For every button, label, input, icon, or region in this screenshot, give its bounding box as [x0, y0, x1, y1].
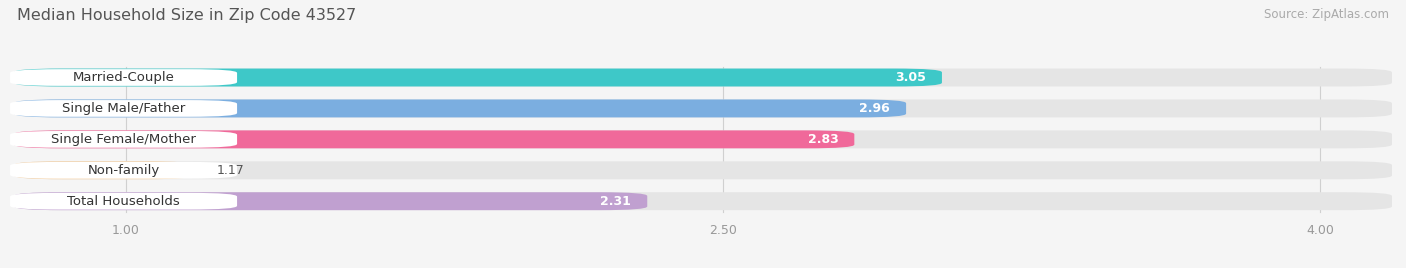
Text: 1.17: 1.17: [217, 164, 245, 177]
FancyBboxPatch shape: [10, 69, 238, 86]
FancyBboxPatch shape: [14, 131, 1392, 148]
FancyBboxPatch shape: [14, 99, 1392, 117]
Text: 2.96: 2.96: [859, 102, 890, 115]
FancyBboxPatch shape: [14, 192, 647, 210]
FancyBboxPatch shape: [10, 100, 238, 117]
Text: Total Households: Total Households: [67, 195, 180, 208]
Text: Median Household Size in Zip Code 43527: Median Household Size in Zip Code 43527: [17, 8, 356, 23]
FancyBboxPatch shape: [14, 69, 1392, 87]
FancyBboxPatch shape: [10, 193, 238, 210]
Text: Source: ZipAtlas.com: Source: ZipAtlas.com: [1264, 8, 1389, 21]
Text: 3.05: 3.05: [896, 71, 927, 84]
FancyBboxPatch shape: [14, 161, 193, 179]
Text: 2.83: 2.83: [807, 133, 838, 146]
Text: 2.31: 2.31: [600, 195, 631, 208]
FancyBboxPatch shape: [14, 192, 1392, 210]
FancyBboxPatch shape: [14, 161, 1392, 179]
FancyBboxPatch shape: [10, 131, 238, 148]
Text: Non-family: Non-family: [87, 164, 160, 177]
Text: Single Male/Father: Single Male/Father: [62, 102, 186, 115]
FancyBboxPatch shape: [14, 131, 855, 148]
Text: Married-Couple: Married-Couple: [73, 71, 174, 84]
FancyBboxPatch shape: [14, 69, 942, 87]
FancyBboxPatch shape: [14, 99, 905, 117]
FancyBboxPatch shape: [10, 162, 238, 179]
Text: Single Female/Mother: Single Female/Mother: [51, 133, 195, 146]
